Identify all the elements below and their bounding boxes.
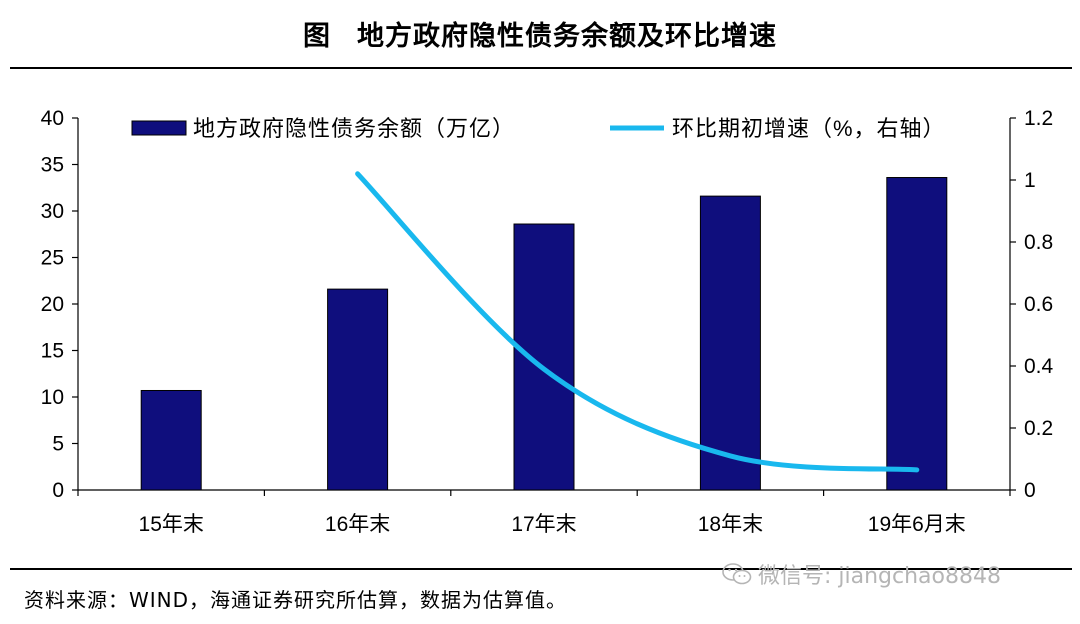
right-tick-label: 0 (1024, 479, 1036, 502)
legend-line-label: 环比期初增速（%，右轴） (672, 116, 946, 141)
x-tick-label: 15年末 (139, 513, 204, 536)
x-tick-label: 17年末 (511, 513, 576, 536)
bar (513, 223, 575, 491)
bottom-rule (10, 568, 1072, 570)
left-tick-label: 0 (52, 479, 64, 502)
right-tick-label: 0.6 (1024, 293, 1053, 316)
left-tick-label: 10 (41, 386, 64, 409)
right-tick-label: 1.2 (1024, 107, 1053, 130)
figure-label: 图 (303, 21, 331, 52)
left-tick-label: 15 (41, 340, 64, 363)
left-tick-label: 20 (41, 293, 64, 316)
bar (886, 177, 948, 491)
right-tick-label: 0.8 (1024, 231, 1053, 254)
page-title: 图地方政府隐性债务余额及环比增速 (0, 14, 1080, 53)
watermark-text: 微信号: jiangchao8848 (758, 564, 1001, 589)
legend-bar-label: 地方政府隐性债务余额（万亿） (193, 116, 515, 141)
right-tick-label: 1 (1024, 169, 1036, 192)
right-tick-label: 0.2 (1024, 417, 1053, 440)
source-note: 资料来源：WIND，海通证券研究所估算，数据为估算值。 (24, 588, 568, 612)
bar (140, 389, 202, 491)
left-tick-label: 5 (52, 433, 64, 456)
watermark: 微信号: jiangchao8848 (722, 558, 1001, 590)
left-tick-label: 40 (41, 107, 64, 130)
bar (699, 195, 761, 491)
legend-bar-swatch (131, 120, 187, 136)
bar (327, 288, 389, 491)
growth-line (355, 171, 920, 473)
chart-title: 地方政府隐性债务余额及环比增速 (357, 21, 777, 52)
x-tick-label: 16年末 (325, 513, 390, 536)
left-tick-label: 30 (41, 200, 64, 223)
x-tick-label: 18年末 (698, 513, 763, 536)
left-tick-label: 35 (41, 154, 64, 177)
left-tick-label: 25 (41, 247, 64, 270)
x-tick-label: 19年6月末 (868, 513, 966, 536)
wechat-icon (722, 563, 752, 585)
right-tick-label: 0.4 (1024, 355, 1054, 378)
top-rule (10, 67, 1072, 69)
